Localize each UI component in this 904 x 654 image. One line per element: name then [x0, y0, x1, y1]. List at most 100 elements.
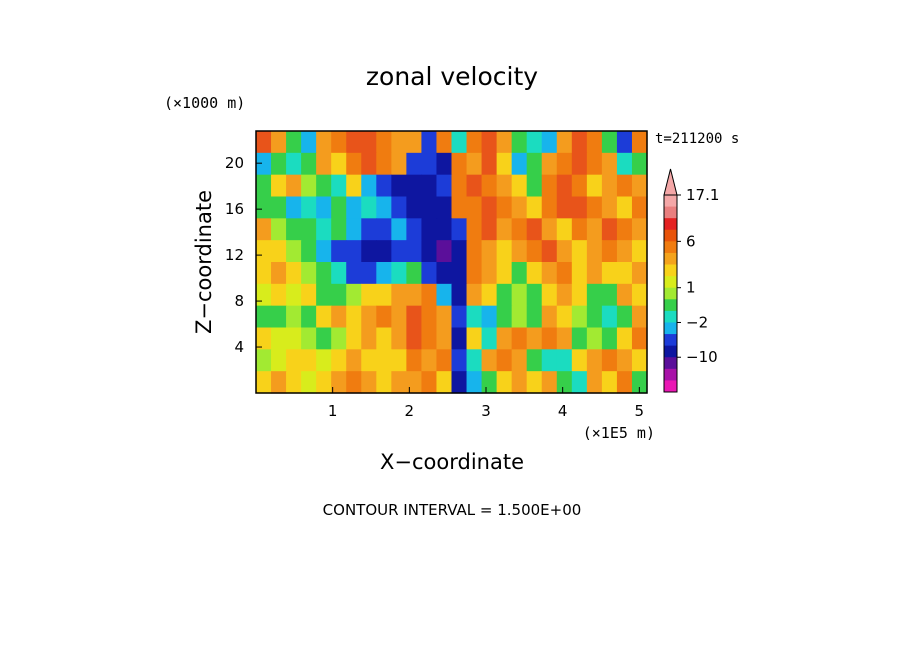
field-cell	[481, 283, 498, 307]
field-cell	[256, 196, 272, 219]
field-cell	[451, 262, 468, 285]
field-cell	[316, 152, 332, 176]
field-cell	[376, 174, 392, 198]
field-cell	[526, 131, 543, 154]
field-cell	[286, 196, 302, 219]
y-tick-label: 8	[234, 292, 244, 310]
field-cell	[511, 152, 528, 176]
field-cell	[256, 131, 272, 154]
field-cell	[481, 218, 498, 241]
field-cell	[451, 283, 468, 307]
field-cell	[556, 349, 573, 372]
field-cell	[421, 349, 438, 372]
field-cell	[391, 131, 407, 154]
x-tick-label: 3	[481, 402, 491, 420]
field-cell	[586, 327, 603, 350]
x-axis-label: X−coordinate	[380, 450, 524, 474]
field-cell	[436, 218, 453, 241]
field-cell	[571, 240, 588, 263]
field-cell	[526, 262, 543, 285]
field-cell	[526, 283, 543, 307]
field-cell	[556, 152, 573, 176]
field-cell	[631, 305, 648, 329]
field-cell	[616, 131, 633, 154]
field-cell	[586, 174, 603, 198]
field-cell	[286, 152, 302, 176]
field-cell	[526, 196, 543, 219]
y-unit-label: (×1000 m)	[164, 94, 245, 112]
field-cell	[391, 152, 407, 176]
field-cell	[496, 218, 513, 241]
field-cell	[451, 174, 468, 198]
field-cell	[316, 327, 332, 350]
field-cell	[301, 218, 317, 241]
x-tick-label: 1	[328, 402, 338, 420]
colorbar-swatch	[664, 195, 677, 207]
field-cell	[436, 305, 453, 329]
field-cell	[571, 196, 588, 219]
field-cell	[421, 152, 438, 176]
field-cell	[376, 152, 392, 176]
colorbar-swatch	[664, 218, 677, 231]
colorbar-swatch	[664, 345, 677, 358]
field-cell	[316, 262, 332, 285]
field-cell	[511, 218, 528, 241]
field-cell	[511, 240, 528, 263]
field-cell	[346, 349, 362, 372]
field-cell	[286, 349, 302, 372]
field-cell	[301, 371, 317, 394]
field-cell	[601, 262, 618, 285]
field-cell	[286, 305, 302, 329]
y-tick-label: 4	[234, 338, 244, 356]
field-cell	[601, 371, 618, 394]
field-cell	[451, 327, 468, 350]
field-cell	[346, 262, 362, 285]
field-cell	[631, 327, 648, 350]
field-cell	[601, 305, 618, 329]
field-cell	[316, 218, 332, 241]
field-cell	[421, 262, 438, 285]
field-cell	[571, 218, 588, 241]
field-cell	[361, 349, 377, 372]
colorbar-swatch	[664, 264, 677, 277]
field-cell	[616, 305, 633, 329]
field-cell	[376, 262, 392, 285]
field-cell	[331, 305, 347, 329]
field-cell	[376, 349, 392, 372]
field-cell	[256, 152, 272, 176]
field-cell	[511, 174, 528, 198]
field-cell	[601, 152, 618, 176]
x-axis-ticks: 1 2 3 4 5	[328, 387, 644, 420]
field-cell	[526, 174, 543, 198]
field-cell	[481, 262, 498, 285]
time-label: t=211200 s	[655, 131, 739, 147]
field-cell	[556, 371, 573, 394]
field-cell	[436, 371, 453, 394]
field-cell	[421, 196, 438, 219]
field-cell	[406, 240, 423, 263]
field-cell	[406, 305, 423, 329]
field-cell	[601, 196, 618, 219]
field-cell	[526, 218, 543, 241]
field-cell	[541, 349, 558, 372]
field-cell	[511, 262, 528, 285]
field-cell	[316, 174, 332, 198]
field-cell	[286, 174, 302, 198]
field-cell	[256, 262, 272, 285]
colorbar-swatch	[664, 229, 677, 242]
field-cell	[286, 283, 302, 307]
field-cell	[436, 240, 453, 263]
field-cell	[271, 283, 287, 307]
field-cell	[556, 196, 573, 219]
field-cell	[451, 196, 468, 219]
field-cell	[526, 305, 543, 329]
colorbar-swatch	[664, 334, 677, 347]
field-cell	[601, 283, 618, 307]
field-cell	[466, 305, 483, 329]
field-cell	[451, 218, 468, 241]
field-cell	[256, 371, 272, 394]
field-cell	[316, 283, 332, 307]
field-cell	[331, 218, 347, 241]
field-cell	[256, 218, 272, 241]
field-cell	[331, 262, 347, 285]
